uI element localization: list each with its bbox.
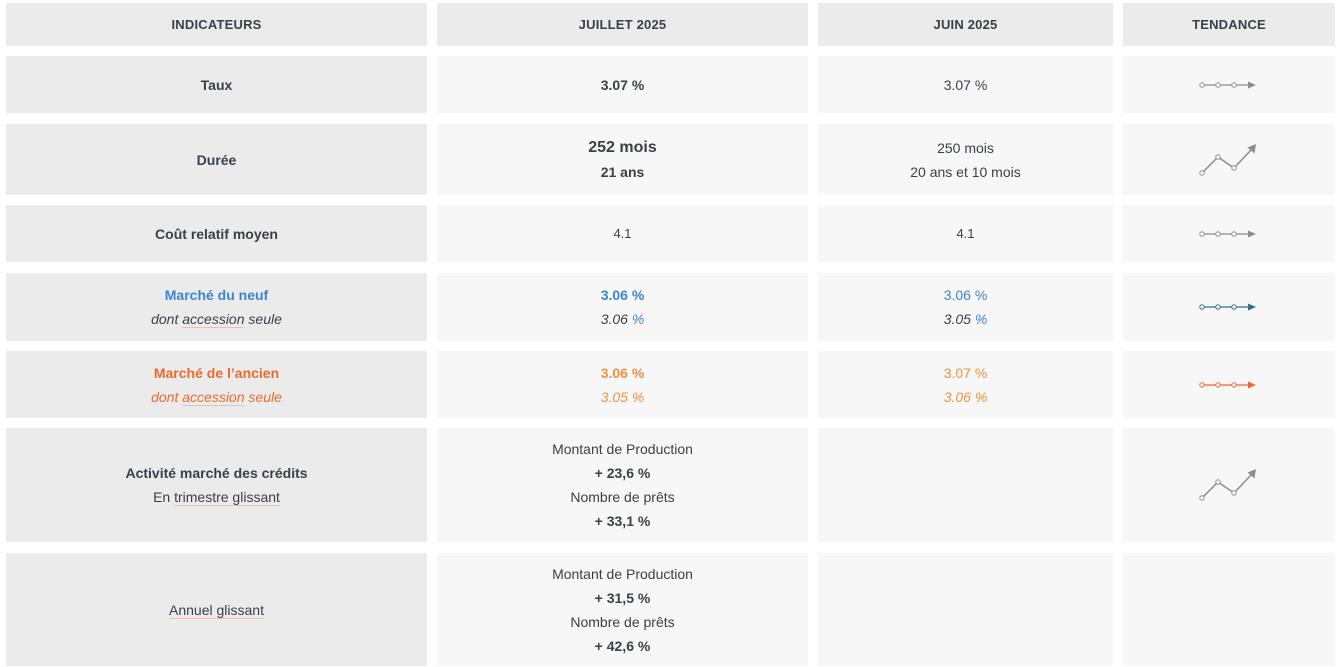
sublabel-suffix: seule: [244, 388, 282, 405]
trend-stable-icon: [1199, 303, 1256, 311]
current-value-main: 3.06 %: [600, 287, 645, 303]
row-taux-previous: 3.07 %: [818, 56, 1113, 113]
indicator-label: Durée: [196, 151, 237, 168]
previous-value: 3.07 %: [943, 76, 988, 93]
indicator-label: Marché du neuf: [164, 287, 269, 303]
indicator-sublabel: En trimestre glissant: [153, 485, 280, 509]
row-taux-current: 3.07 %: [437, 56, 808, 113]
header-juillet: JUILLET 2025: [437, 3, 808, 46]
row-cout-previous: 4.1: [818, 205, 1113, 262]
previous-value-main: 3.07 %: [943, 364, 988, 381]
row-annuel-trend: [1123, 553, 1335, 666]
sublabel-underlined: accession: [182, 388, 245, 405]
production-label: Montant de Production: [552, 441, 693, 457]
value-number: 3.06: [600, 311, 632, 327]
indicator-sublabel: dont accession seule: [151, 307, 282, 331]
row-ancien-current: 3.06 % 3.05 %: [437, 351, 808, 418]
row-ancien-label: Marché de l’ancien dont accession seule: [6, 351, 427, 418]
indicator-label: Annuel glissant: [169, 601, 264, 618]
current-value-main: 252 mois: [588, 138, 657, 156]
row-activite-previous: [818, 428, 1113, 542]
header-label: INDICATEURS: [171, 17, 262, 32]
sublabel-underlined: accession: [182, 311, 245, 327]
row-neuf-previous: 3.06 % 3.05 %: [818, 273, 1113, 341]
indicator-label: Taux: [200, 76, 233, 93]
trend-stable-icon: [1199, 81, 1256, 88]
prets-value: + 33,1 %: [594, 513, 651, 529]
previous-value-main: 3.06 %: [943, 287, 988, 303]
previous-value: 4.1: [956, 226, 975, 241]
sublabel-prefix: En: [153, 489, 175, 505]
previous-value-sub: 20 ans et 10 mois: [910, 163, 1021, 180]
indicator-label: Activité marché des crédits: [125, 465, 308, 481]
trend-stable-icon: [1199, 230, 1256, 237]
header-juin: JUIN 2025: [818, 3, 1113, 46]
header-indicateurs: INDICATEURS: [6, 3, 427, 46]
value-number: 3.05: [943, 311, 975, 327]
row-duree-trend: [1123, 124, 1335, 195]
row-neuf-current: 3.06 % 3.06 %: [437, 273, 808, 341]
row-duree-label: Durée: [6, 124, 427, 195]
production-value: + 23,6 %: [594, 465, 651, 481]
current-value-sub: 3.06 %: [601, 307, 645, 331]
current-value: 4.1: [613, 226, 632, 241]
row-duree-previous: 250 mois 20 ans et 10 mois: [818, 124, 1113, 195]
row-taux-label: Taux: [6, 56, 427, 113]
current-value-sub: 3.05 %: [600, 388, 645, 405]
sublabel-prefix: dont: [151, 388, 183, 405]
row-neuf-label: Marché du neuf dont accession seule: [6, 273, 427, 341]
value-unit: %: [974, 311, 988, 327]
row-taux-trend: [1123, 56, 1335, 113]
current-value: 3.07 %: [600, 76, 645, 93]
trend-stable-icon: [1199, 381, 1256, 388]
row-ancien-trend: [1123, 351, 1335, 418]
row-annuel-previous: [818, 553, 1113, 666]
row-cout-label: Coût relatif moyen: [6, 205, 427, 262]
sublabel-underlined: trimestre glissant: [174, 489, 280, 505]
header-label: JUIN 2025: [933, 17, 998, 32]
header-label: JUILLET 2025: [578, 17, 667, 32]
row-annuel-label: Annuel glissant: [6, 553, 427, 666]
previous-value-sub: 3.06 %: [943, 388, 988, 405]
row-duree-current: 252 mois 21 ans: [437, 124, 808, 195]
row-activite-label: Activité marché des crédits En trimestre…: [6, 428, 427, 542]
value-unit: %: [631, 311, 645, 327]
current-value-sub: 21 ans: [600, 163, 645, 180]
row-cout-trend: [1123, 205, 1335, 262]
header-label: TENDANCE: [1192, 17, 1266, 32]
prets-value: + 42,6 %: [594, 637, 651, 654]
current-value-main: 3.06 %: [600, 364, 645, 381]
production-value: + 31,5 %: [594, 589, 651, 606]
row-ancien-previous: 3.07 % 3.06 %: [818, 351, 1113, 418]
sublabel-prefix: dont: [151, 311, 183, 327]
row-activite-trend: [1123, 428, 1335, 542]
sublabel-suffix: seule: [244, 311, 282, 327]
prets-label: Nombre de prêts: [570, 613, 675, 630]
indicator-sublabel: dont accession seule: [151, 385, 282, 409]
trend-up-icon: [1199, 143, 1256, 176]
row-cout-current: 4.1: [437, 205, 808, 262]
row-annuel-current: Montant de Production + 31,5 % Nombre de…: [437, 553, 808, 666]
trend-up-icon: [1199, 469, 1256, 501]
production-label: Montant de Production: [552, 565, 693, 582]
row-activite-current: Montant de Production + 23,6 % Nombre de…: [437, 428, 808, 542]
row-neuf-trend: [1123, 273, 1335, 341]
indicator-label: Coût relatif moyen: [155, 225, 278, 242]
indicator-label: Marché de l’ancien: [153, 364, 280, 381]
header-tendance: TENDANCE: [1123, 3, 1335, 46]
prets-label: Nombre de prêts: [570, 489, 675, 505]
previous-value-sub: 3.05 %: [944, 307, 988, 331]
previous-value-main: 250 mois: [937, 139, 994, 156]
